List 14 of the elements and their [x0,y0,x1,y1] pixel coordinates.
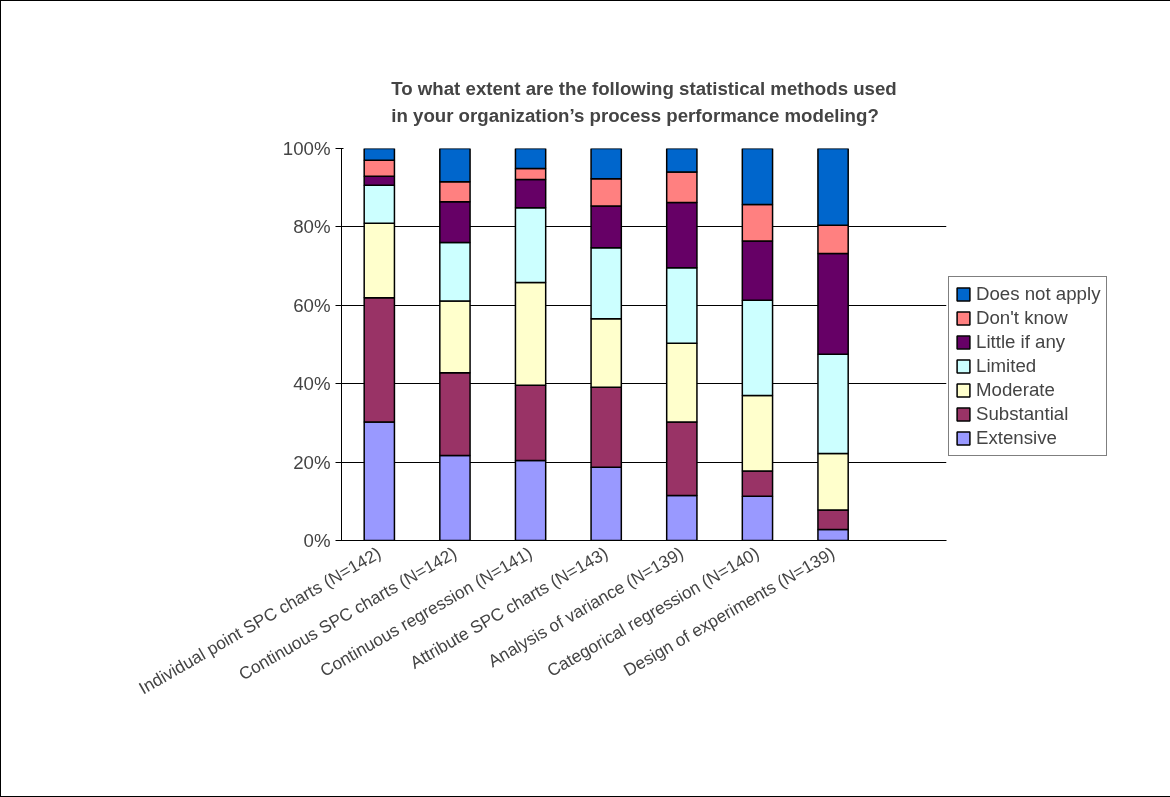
y-tick-label: 40% [293,373,331,395]
y-tick-label: 0% [303,530,331,551]
legend-label: Don't know [976,307,1068,329]
y-tick-label: 80% [293,216,331,238]
y-tick-label: 60% [293,294,331,316]
legend-label: Limited [976,355,1037,377]
y-tick-label: 100% [282,138,331,159]
chart-title: To what extent are the following statistical methods used in your organization’s process performance modeling? [391,77,897,126]
legend-label: Substantial [976,403,1069,425]
legend-label: Does not apply [976,283,1101,305]
y-tick-label: 20% [293,451,331,473]
legend-label: Extensive [976,427,1057,449]
legend-label: Little if any [976,331,1066,353]
legend-label: Moderate [976,379,1055,401]
